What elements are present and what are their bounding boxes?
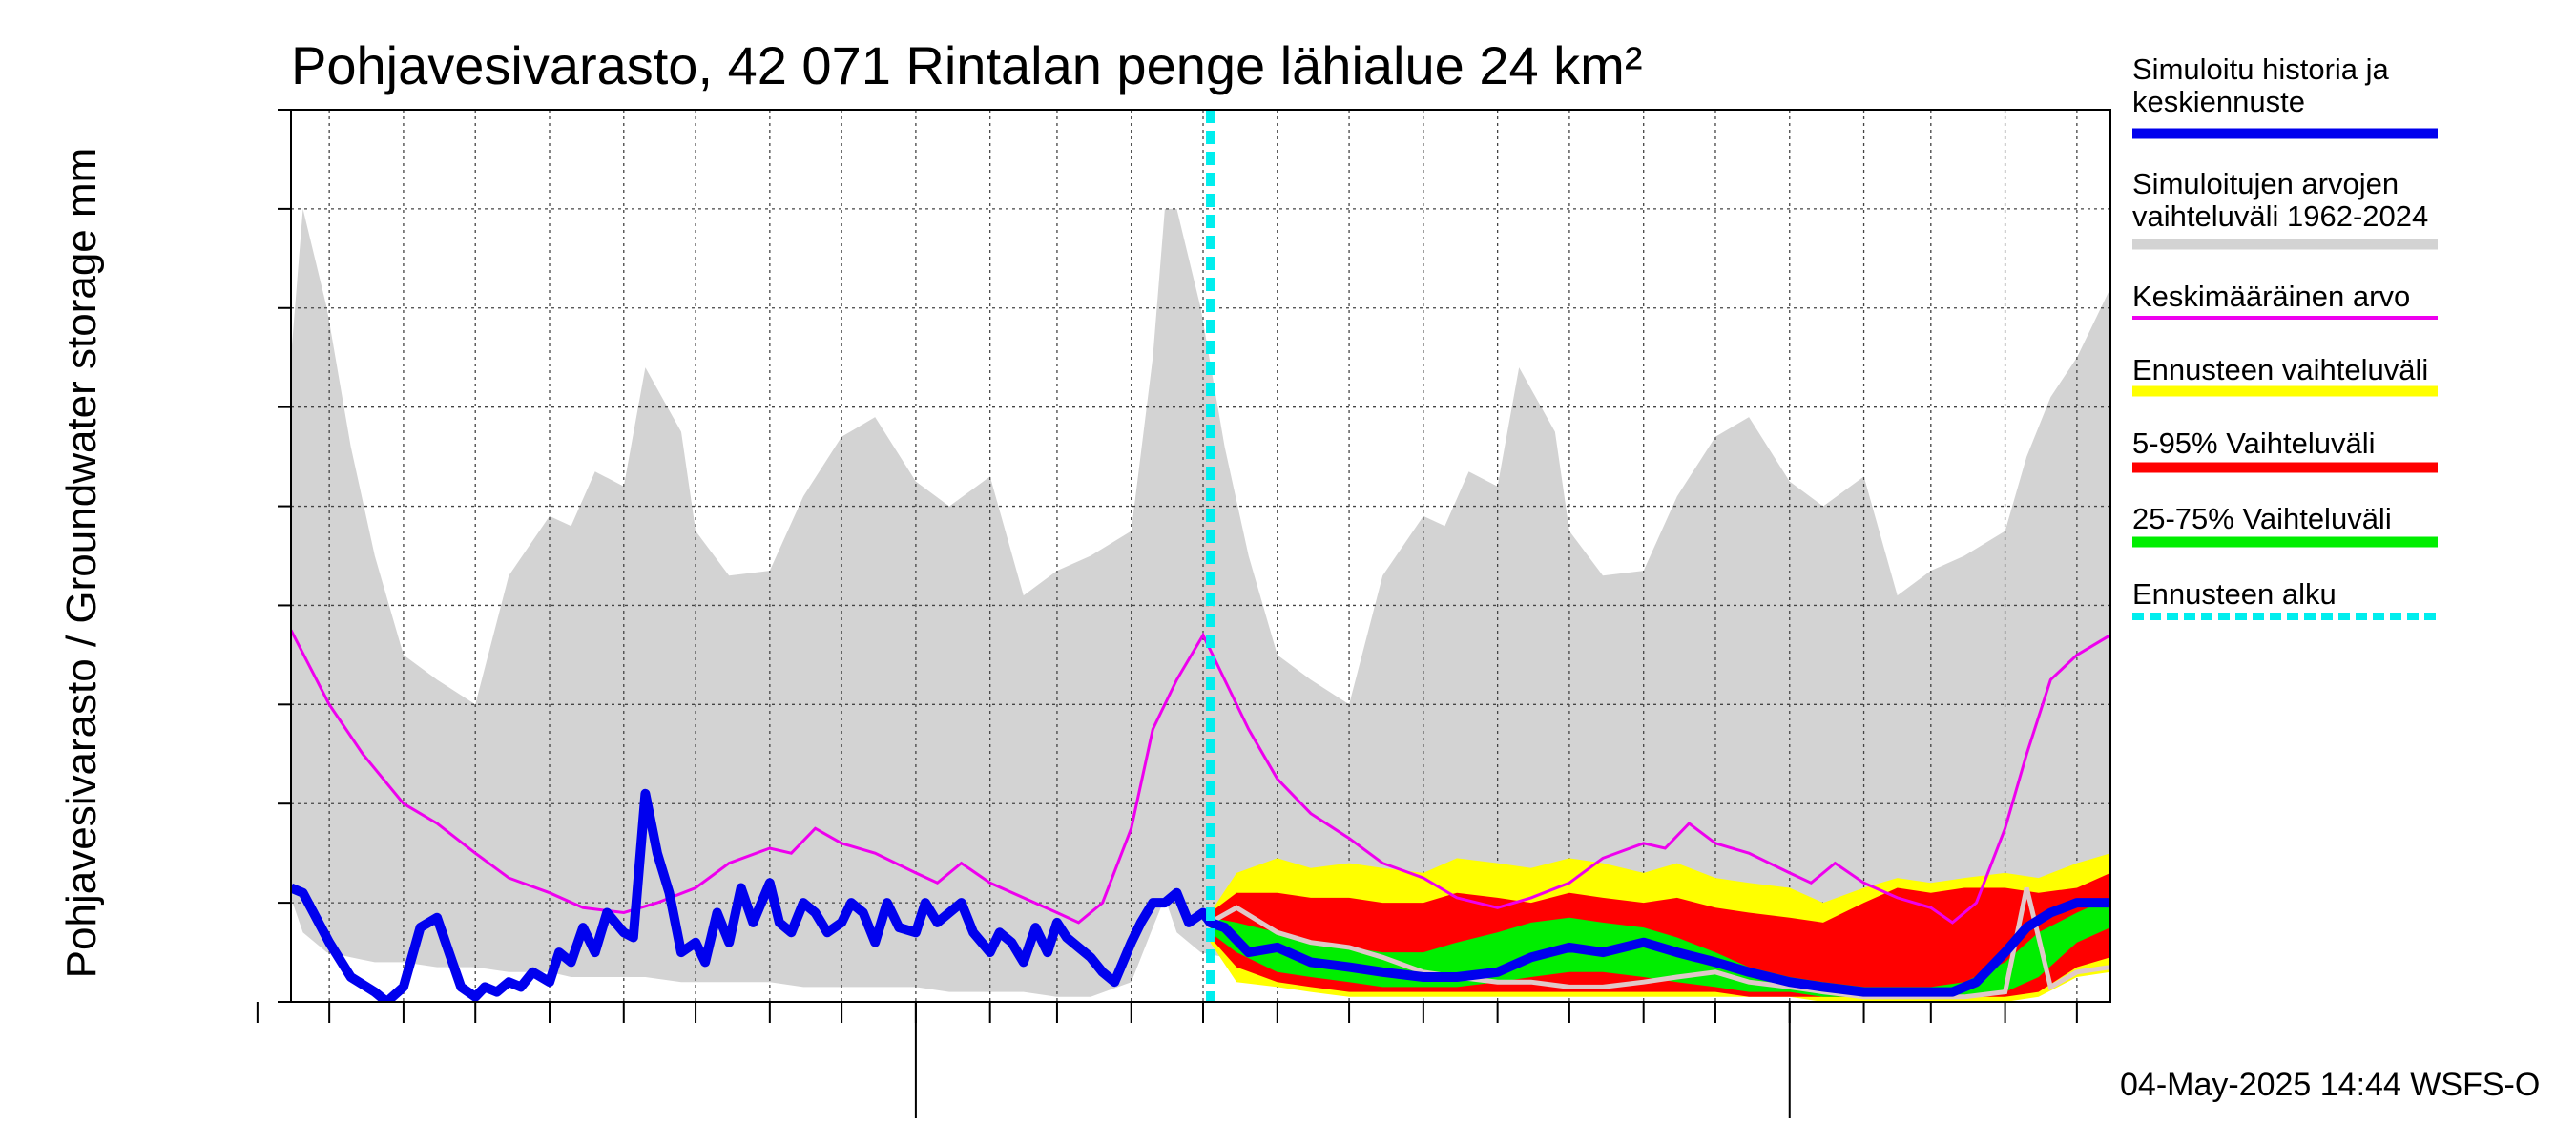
plot-frame [290,109,2111,1003]
legend-label: Keskimääräinen arvo [2132,280,2410,313]
legend-label: Simuloitu historia ja keskiennuste [2132,52,2390,118]
legend-label: 5-95% Vaihteluväli [2132,427,2375,460]
chart-title: Pohjavesivarasto, 42 071 Rintalan penge … [291,35,1642,95]
forecast-minimum-line [1209,886,2110,1000]
plot-area [291,110,2110,1002]
legend-label-line: vaihteluväli 1962-2024 [2132,199,2428,233]
y-axis-label: Pohjavesivarasto / Groundwater storage m… [58,148,105,979]
footer-timestamp: 04-May-2025 14:44 WSFS-O [2120,1067,2540,1103]
simulated-history-line [291,788,2110,1002]
legend-label: Ennusteen alku [2132,577,2337,611]
historical-range-area [291,208,2110,997]
legend-label-line: keskiennuste [2132,85,2305,118]
legend-label: Simuloitujen arvojen vaihteluväli 1962-20… [2132,167,2428,233]
axes [256,109,2111,1118]
legend: Simuloitu historia ja keskiennusteSimuloi… [2132,52,2438,620]
legend-label: Ennusteen vaihteluväli [2132,353,2428,386]
legend-label-line: Simuloitujen arvojen [2132,167,2399,200]
legend-label: 25-75% Vaihteluväli [2132,502,2392,535]
legend-label-line: Simuloitu historia ja [2132,52,2390,86]
